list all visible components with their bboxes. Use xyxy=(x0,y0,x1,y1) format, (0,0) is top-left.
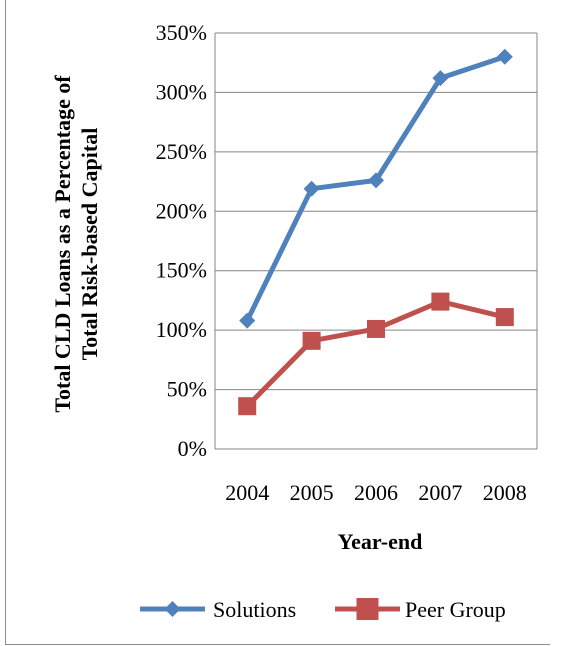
x-tick-label: 2005 xyxy=(290,480,334,505)
data-point-diamond xyxy=(239,312,256,329)
data-point-diamond xyxy=(432,70,449,87)
data-point-diamond xyxy=(496,48,513,65)
data-point-square xyxy=(302,331,321,350)
y-axis-title-line2: Total Risk-based Capital xyxy=(77,128,102,361)
y-tick-label: 0% xyxy=(178,436,207,461)
series-line-peer-group xyxy=(245,299,506,408)
y-tick-label: 100% xyxy=(156,317,207,342)
y-tick-label: 250% xyxy=(156,139,207,164)
data-point-square xyxy=(495,308,514,327)
y-tick-label: 300% xyxy=(156,79,207,104)
y-axis-title-line1: Total CLD Loans as a Percentage of xyxy=(50,75,75,413)
legend: Solutions Peer Group xyxy=(140,597,506,622)
data-point-square xyxy=(367,319,385,338)
legend-label: Peer Group xyxy=(405,597,506,622)
legend-marker-square xyxy=(356,598,379,620)
x-tick-label: 2008 xyxy=(483,480,527,505)
x-axis-ticks: 2004 2005 2006 2007 2008 xyxy=(225,480,527,505)
x-axis-title: Year-end xyxy=(338,529,423,554)
series-line-solutions xyxy=(244,54,506,322)
data-point-square xyxy=(238,397,257,416)
x-tick-label: 2004 xyxy=(225,480,269,505)
x-tick-label: 2007 xyxy=(418,480,462,505)
data-point-square xyxy=(431,292,450,311)
y-tick-label: 50% xyxy=(167,377,207,402)
legend-marker-diamond xyxy=(164,601,181,617)
series-group xyxy=(238,48,514,416)
y-tick-label: 150% xyxy=(156,258,207,283)
x-tick-label: 2006 xyxy=(354,480,398,505)
data-point-diamond xyxy=(303,180,320,197)
legend-label: Solutions xyxy=(213,597,296,622)
y-tick-label: 350% xyxy=(156,20,207,45)
chart-frame xyxy=(5,0,550,645)
y-axis-ticks: 0% 50% 100% 150% 200% 250% 300% 350% xyxy=(156,20,207,461)
data-point-diamond xyxy=(368,172,384,189)
y-tick-label: 200% xyxy=(156,198,207,223)
plot-area xyxy=(214,33,538,450)
